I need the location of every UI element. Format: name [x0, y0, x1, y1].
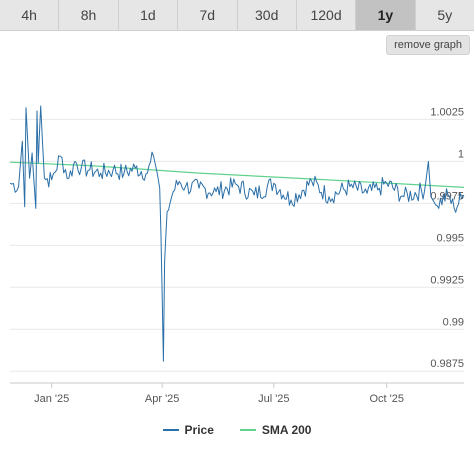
tab-4h[interactable]: 4h [0, 0, 60, 30]
chart-legend: Price SMA 200 [0, 420, 474, 440]
x-tick-label: Oct '25 [369, 393, 404, 405]
legend-item-sma[interactable]: SMA 200 [239, 423, 312, 437]
legend-price-label: Price [184, 423, 214, 437]
tab-1y[interactable]: 1y [356, 0, 416, 30]
y-tick-label: 0.99 [443, 316, 464, 328]
y-tick-label: 0.9875 [430, 358, 464, 370]
x-tick-label: Jul '25 [258, 393, 289, 405]
remove-graph-button[interactable]: remove graph [386, 35, 470, 55]
tab-1d[interactable]: 1d [119, 0, 179, 30]
legend-price-swatch [162, 429, 179, 431]
tab-5y[interactable]: 5y [437, 7, 453, 23]
tab-30d[interactable]: 30d [238, 0, 297, 30]
x-tick-label: Apr '25 [145, 393, 180, 405]
tab-120d[interactable]: 120d [297, 0, 357, 30]
price-chart: 0.9875 0.99 0.9925 0.995 0.9975 1 1.0025 Jan '2… [9, 105, 465, 405]
tab-7d[interactable]: 7d [178, 0, 238, 30]
price-line [9, 105, 465, 362]
legend-sma-swatch [239, 429, 256, 431]
legend-sma-label: SMA 200 [261, 423, 312, 437]
tab-8h[interactable]: 8h [59, 0, 119, 30]
y-tick-label: 0.9975 [430, 190, 464, 202]
x-tick-label: Jan '25 [34, 393, 69, 405]
y-tick-label: 1.0025 [430, 106, 464, 118]
y-tick-label: 0.9925 [430, 274, 464, 286]
legend-item-price[interactable]: Price [162, 423, 214, 437]
y-tick-label: 0.995 [436, 232, 464, 244]
timeframe-tabs: 4h 8h 1d 7d 30d 120d 1y 5y [0, 0, 474, 31]
y-tick-label: 1 [458, 148, 464, 160]
